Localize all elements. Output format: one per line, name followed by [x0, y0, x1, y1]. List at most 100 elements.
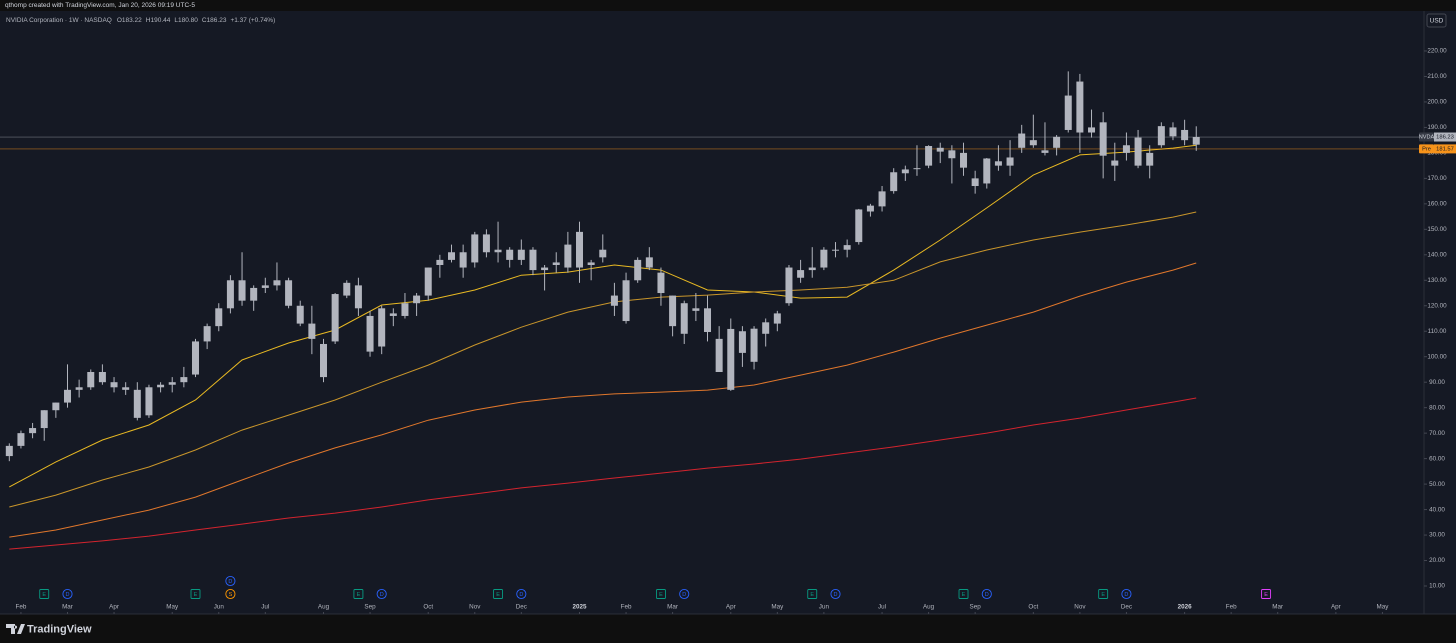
candle-body: [634, 259, 642, 281]
candle-body: [63, 389, 71, 403]
x-tick-label: Oct: [423, 604, 433, 611]
candle-body: [180, 377, 188, 383]
event-label: E: [42, 592, 46, 598]
x-tick-label: 2025: [572, 604, 587, 611]
event-marker: D: [679, 588, 690, 600]
event-marker: D: [225, 575, 236, 587]
candle-body: [168, 382, 176, 385]
price-tag-value: 186.23: [1436, 135, 1454, 141]
brand-logo: TradingView: [6, 623, 92, 635]
x-tick-label: Sep: [364, 604, 376, 611]
y-tick-label: 10.00: [1429, 583, 1445, 590]
event-badge: [190, 589, 201, 599]
x-tick-label: Mar: [62, 604, 73, 611]
moving-average-line: [9, 262, 1197, 538]
candle-body: [576, 231, 584, 268]
candle-body: [913, 168, 921, 170]
event-marker: E: [493, 589, 503, 599]
candle-body: [1146, 152, 1154, 166]
candle-body: [424, 267, 432, 296]
event-marker: E: [1098, 589, 1109, 599]
y-tick-label: 90.00: [1429, 379, 1445, 386]
candle-body: [133, 389, 141, 418]
candle-body: [191, 341, 199, 375]
candle-body: [273, 280, 281, 286]
candle-body: [738, 331, 746, 353]
x-tick-label: Sep: [970, 604, 982, 611]
candle-body: [354, 285, 362, 309]
candle-body: [40, 410, 48, 429]
y-tick-label: 160.00: [1427, 201, 1447, 208]
candle-body: [832, 249, 840, 251]
symbol: NVIDIA Corporation · 1W · NASDAQ: [6, 17, 112, 24]
event-badge: [516, 588, 527, 600]
candle-body: [1134, 137, 1142, 166]
x-tick-label: May: [1376, 604, 1389, 611]
candle-body: [157, 384, 165, 388]
currency[interactable]: USD: [1430, 18, 1444, 25]
y-tick-label: 200.00: [1427, 99, 1447, 106]
candle-body: [936, 147, 944, 152]
event-badge: [1121, 588, 1132, 600]
moving-average-line: [9, 397, 1197, 550]
x-tick-label: Dec: [516, 604, 527, 611]
candle-body: [308, 323, 316, 339]
candle-body: [238, 280, 246, 301]
candle-body: [459, 252, 467, 268]
candle-body: [960, 152, 968, 168]
candle-body: [762, 322, 770, 334]
event-badge: [807, 589, 818, 599]
candle-body: [971, 178, 979, 187]
y-tick-label: 140.00: [1427, 251, 1447, 258]
x-tick-label: Nov: [469, 604, 481, 611]
y-tick-label: 120.00: [1427, 302, 1447, 309]
candle-body: [890, 172, 898, 192]
candle-body: [145, 387, 153, 416]
price-tag-value-box: [1434, 132, 1456, 142]
event-label: E: [962, 592, 966, 598]
candle-body: [285, 280, 293, 306]
candle-body: [436, 259, 444, 265]
ohlc-close: C186.23: [202, 17, 227, 24]
candle-body: [610, 295, 618, 306]
y-tick-label: 50.00: [1429, 481, 1445, 488]
candle-body: [715, 338, 723, 372]
currency-box[interactable]: [1426, 13, 1447, 28]
event-badge: [981, 588, 992, 600]
event-label: E: [810, 592, 814, 598]
event-label: D: [1124, 592, 1128, 598]
event-marker: E: [656, 589, 666, 599]
x-tick-label: Apr: [109, 604, 119, 611]
event-label: D: [985, 592, 989, 598]
x-tick-label: Apr: [1331, 604, 1341, 611]
x-tick-label: Apr: [726, 604, 736, 611]
event-badge: [1098, 589, 1109, 599]
event-marker: D: [1121, 588, 1132, 600]
candle-body: [1029, 140, 1037, 146]
y-tick-label: 80.00: [1429, 404, 1445, 411]
candle-body: [471, 234, 479, 263]
x-tick-label: 2026: [1178, 604, 1193, 611]
candle-body: [785, 267, 793, 304]
candle-body: [645, 257, 653, 268]
candle-body: [750, 328, 758, 362]
candle-body: [669, 295, 677, 327]
event-badge: [656, 589, 666, 599]
candle-body: [482, 234, 490, 253]
candle-body: [122, 387, 130, 390]
candle-body: [1053, 136, 1061, 148]
y-tick-label: 150.00: [1427, 226, 1447, 233]
candle-body: [843, 245, 851, 250]
event-label: D: [66, 592, 70, 598]
x-tick-label: Aug: [318, 604, 330, 611]
event-marker: E: [353, 589, 364, 599]
candle-body: [1157, 126, 1165, 146]
event-marker: D: [376, 588, 387, 600]
candle-body: [343, 282, 351, 296]
event-label: E: [659, 592, 663, 598]
x-tick-label: Jun: [819, 604, 830, 611]
event-label: D: [682, 592, 686, 598]
candle-body: [994, 161, 1002, 166]
event-label: E: [496, 592, 500, 598]
